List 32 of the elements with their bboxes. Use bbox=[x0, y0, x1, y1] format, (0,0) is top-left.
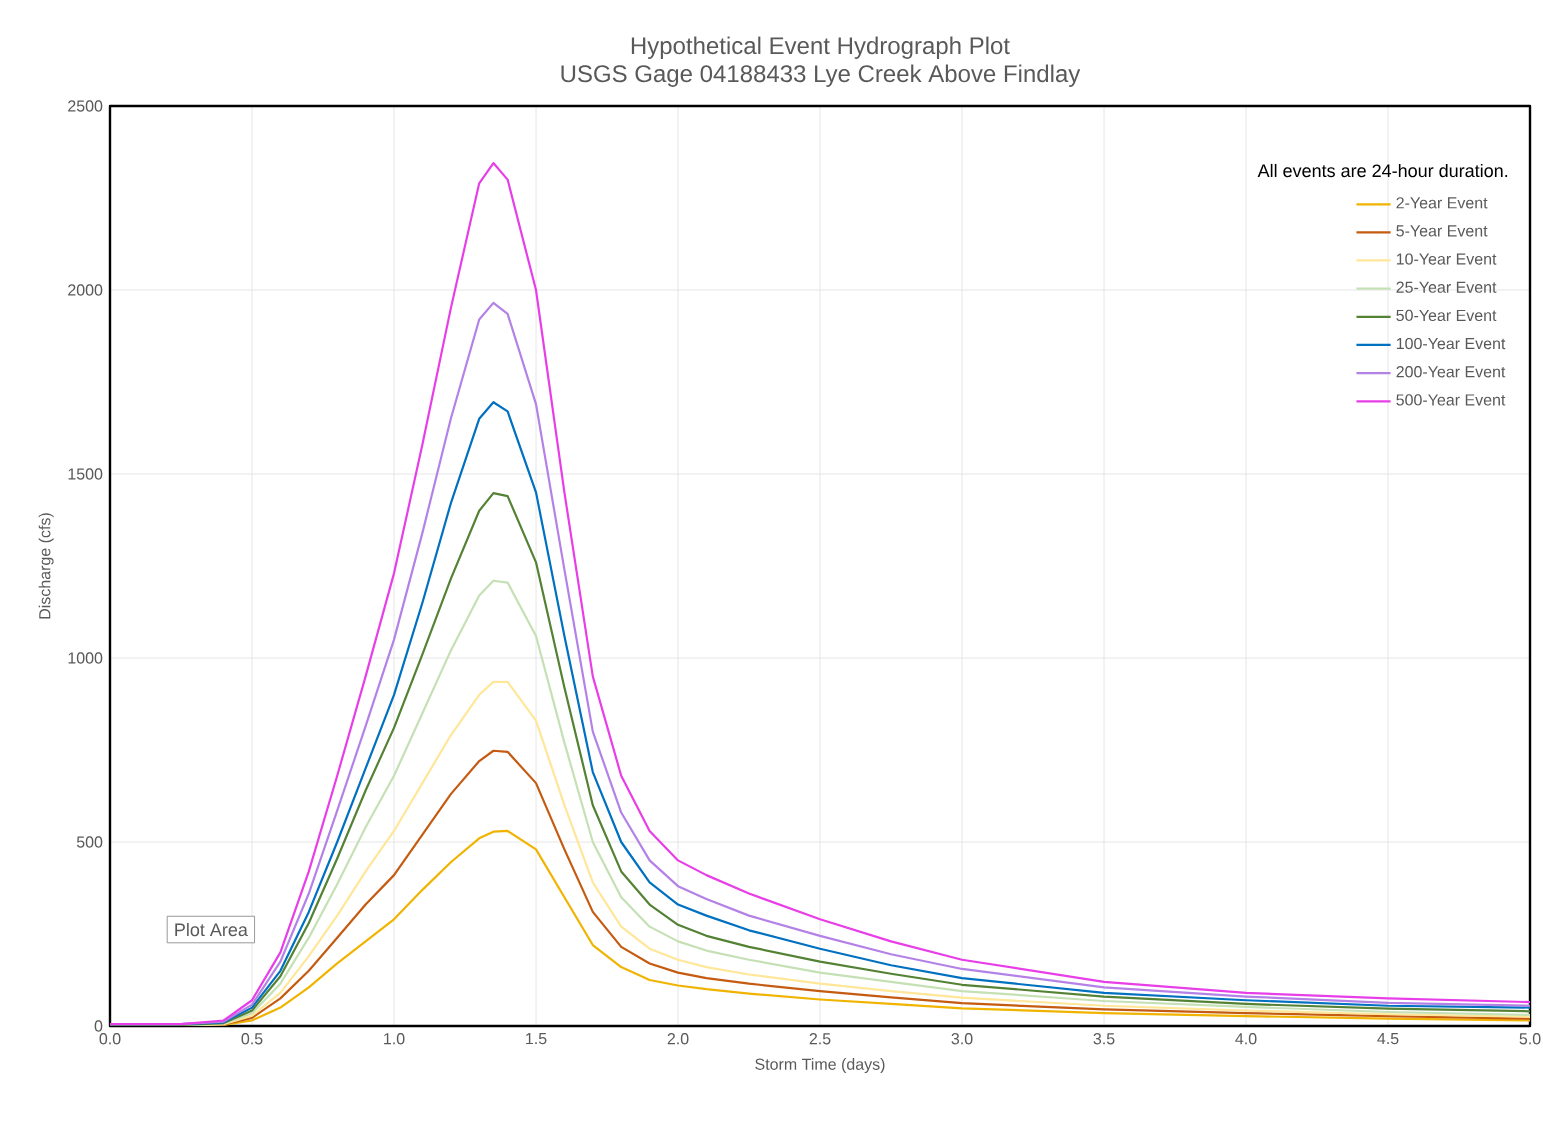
y-tick-label: 1500 bbox=[68, 468, 103, 480]
legend-label: 50-Year Event bbox=[1396, 309, 1497, 322]
x-tick-label: 4.5 bbox=[1377, 1033, 1399, 1045]
legend-label: 5-Year Event bbox=[1396, 225, 1488, 237]
x-tick-label: 3.0 bbox=[951, 1033, 973, 1045]
legend-label: 200-Year Event bbox=[1396, 366, 1506, 378]
annotation: Plot Area bbox=[175, 922, 248, 937]
x-tick-label: 3.5 bbox=[1093, 1033, 1115, 1045]
legend-label: 100-Year Event bbox=[1396, 337, 1506, 350]
legend-title: All events are 24-hour duration. bbox=[1257, 163, 1508, 178]
x-tick-label: 0.0 bbox=[99, 1033, 121, 1045]
legend-label: 10-Year Event bbox=[1396, 253, 1497, 265]
x-tick-label: 2.5 bbox=[809, 1033, 831, 1045]
y-tick-label: 1000 bbox=[68, 652, 103, 664]
legend-label: 500-Year Event bbox=[1396, 394, 1506, 406]
x-tick-label: 4.0 bbox=[1235, 1033, 1257, 1045]
chart-title: Hypothetical Event Hydrograph Plot bbox=[631, 36, 1010, 59]
legend-label: 2-Year Event bbox=[1396, 197, 1488, 209]
y-axis-title: Discharge (cfs) bbox=[38, 513, 54, 619]
x-tick-label: 1.0 bbox=[384, 1033, 405, 1045]
chart-subtitle: USGS Gage 04188433 Lye Creek Above Findlay bbox=[561, 64, 1081, 87]
y-tick-label: 2500 bbox=[68, 100, 103, 112]
x-tick-label: 0.5 bbox=[241, 1033, 263, 1045]
x-tick-label: 5.0 bbox=[1519, 1033, 1541, 1045]
x-tick-label: 2.0 bbox=[667, 1033, 689, 1045]
line-series bbox=[110, 161, 1531, 1026]
y-tick-label: 0 bbox=[94, 1020, 103, 1032]
y-tick-label: 2000 bbox=[68, 284, 103, 296]
x-tick-label: 1.5 bbox=[526, 1033, 547, 1045]
y-tick-label: 500 bbox=[76, 836, 103, 848]
legend-label: 25-Year Event bbox=[1396, 281, 1497, 293]
x-axis-title: Storm Time (days) bbox=[755, 1058, 885, 1074]
